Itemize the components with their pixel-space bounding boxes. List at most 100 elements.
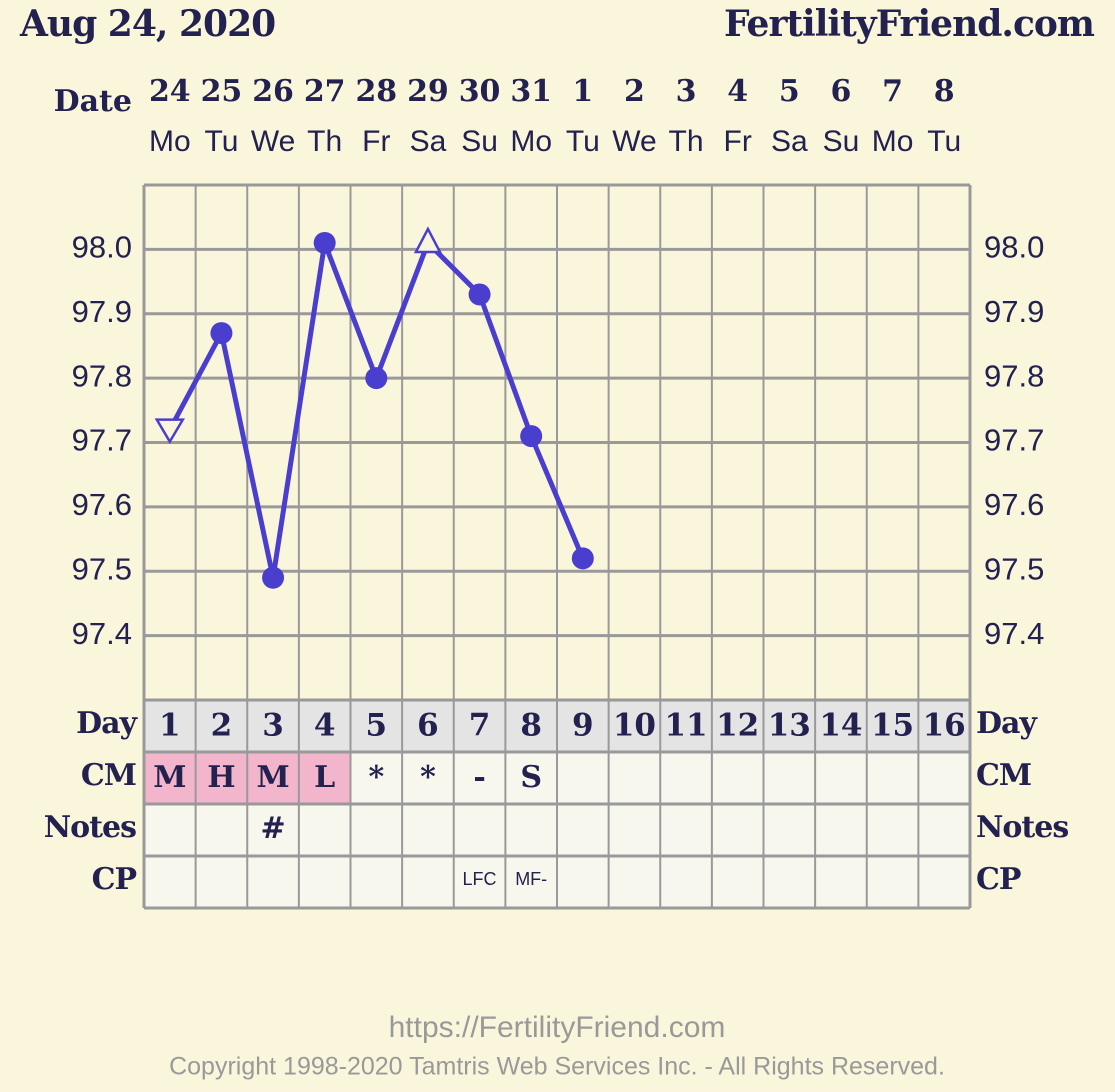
weekday-label: Tu (204, 125, 238, 158)
weekday-label: Mo (510, 125, 552, 158)
data-point (520, 425, 543, 448)
day-label: 10 (613, 708, 656, 744)
notes-cell (557, 804, 609, 856)
date-label: 8 (934, 74, 955, 109)
day-label: 3 (262, 708, 284, 744)
date-label: 24 (149, 74, 191, 109)
cp-cell (918, 856, 970, 908)
day-cell (763, 700, 816, 752)
y-tick-label: 98.0 (72, 230, 132, 265)
day-cell (608, 700, 661, 752)
row-label: Day (76, 706, 138, 741)
day-cell (195, 700, 248, 752)
y-tick-label: 98.0 (984, 230, 1044, 265)
weekday-label: Sa (410, 125, 447, 158)
notes-cell (763, 804, 816, 856)
cp-label: LFC (463, 869, 497, 889)
data-point (313, 231, 336, 254)
copyright: Copyright 1998-2020 Tamtris Web Services… (169, 1053, 945, 1081)
cp-cell (195, 856, 248, 908)
notes-cell (453, 804, 506, 856)
weekday-label: Mo (872, 125, 914, 158)
weekday-label: Fr (362, 125, 390, 158)
day-label: 13 (768, 708, 811, 744)
row-label: Day (976, 706, 1038, 741)
day-label: 4 (314, 708, 336, 744)
cm-cell (608, 752, 661, 804)
day-cell (298, 700, 351, 752)
day-label: 11 (664, 708, 707, 744)
day-cell (866, 700, 919, 752)
y-tick-label: 97.7 (984, 423, 1044, 458)
cm-cell (711, 752, 764, 804)
cp-label: MF- (515, 869, 547, 889)
day-cell (815, 700, 867, 752)
date-label: 31 (510, 74, 552, 109)
data-point (365, 367, 388, 390)
date-label: 4 (727, 74, 748, 109)
date-label: 30 (459, 74, 501, 109)
weekday-label: Su (461, 125, 498, 158)
notes-cell (505, 804, 557, 856)
cm-cell (505, 752, 557, 804)
cm-cell (144, 752, 196, 804)
day-label: 5 (366, 708, 388, 744)
row-label: Notes (44, 810, 136, 845)
weekday-label: We (251, 125, 295, 158)
cm-cell (350, 752, 403, 804)
date-label: 6 (831, 74, 852, 109)
day-cell (660, 700, 712, 752)
y-tick-label: 97.6 (984, 487, 1044, 522)
cm-cell (763, 752, 816, 804)
cp-cell (298, 856, 351, 908)
cm-label: L (314, 760, 335, 795)
row-label: CP (92, 862, 137, 897)
date-label: 27 (304, 74, 346, 109)
cm-label: M (256, 760, 289, 795)
weekday-label: Fr (724, 125, 752, 158)
day-label: 7 (469, 708, 491, 744)
date-label: 28 (355, 74, 397, 109)
cm-label: * (420, 760, 436, 795)
cm-cell (298, 752, 351, 804)
note-label: # (260, 811, 285, 846)
day-cell (144, 700, 196, 752)
cm-cell (195, 752, 248, 804)
day-label: 1 (159, 708, 181, 744)
cm-cell (557, 752, 609, 804)
cm-cell (866, 752, 919, 804)
day-label: 16 (923, 708, 966, 744)
cp-cell (866, 856, 919, 908)
y-tick-label: 97.5 (984, 551, 1044, 586)
row-label: Notes (976, 810, 1068, 845)
date-label: 26 (252, 74, 294, 109)
y-tick-label: 97.5 (72, 551, 132, 586)
date-label: 3 (676, 74, 697, 109)
notes-cell (298, 804, 351, 856)
weekday-label: We (612, 125, 656, 158)
day-label: 9 (572, 708, 594, 744)
cm-cell (402, 752, 454, 804)
cp-cell (608, 856, 661, 908)
y-tick-label: 97.4 (72, 616, 132, 651)
notes-cell (402, 804, 454, 856)
day-label: 8 (520, 708, 542, 744)
day-cell (402, 700, 454, 752)
day-cell (505, 700, 557, 752)
data-point (413, 226, 443, 254)
y-tick-label: 97.7 (72, 423, 132, 458)
date-label: 1 (572, 74, 593, 109)
day-label: 15 (871, 708, 914, 744)
date-label: 5 (779, 74, 800, 109)
cm-label: H (207, 760, 235, 795)
data-point (468, 283, 491, 306)
data-point (210, 322, 233, 345)
cp-cell (144, 856, 196, 908)
cm-label: M (153, 760, 186, 795)
row-label: CM (81, 758, 136, 793)
day-label: 2 (211, 708, 233, 744)
date-label: 2 (624, 74, 645, 109)
cp-cell (711, 856, 764, 908)
notes-cell (711, 804, 764, 856)
